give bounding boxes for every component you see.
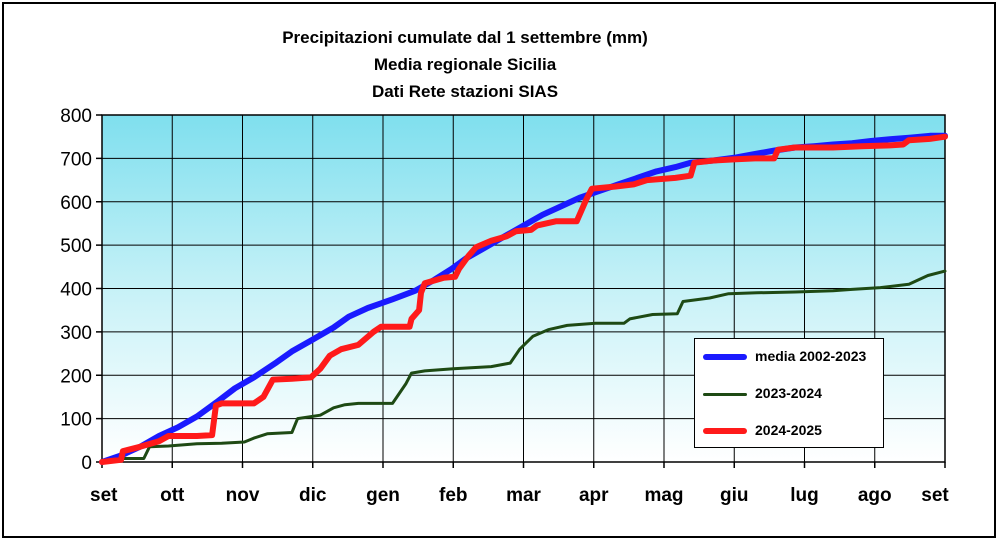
legend-label-2023-2024: 2023-2024 — [755, 385, 822, 401]
legend-item-2023-2024: 2023-2024 — [703, 384, 883, 404]
legend-swatch-2024-2025 — [703, 428, 747, 434]
y-tick-label: 500 — [60, 236, 92, 257]
x-tick-label: giu — [720, 485, 749, 506]
x-tick-label: lug — [790, 485, 819, 506]
chart-title: Precipitazioni cumulate dal 1 settembre … — [282, 28, 648, 47]
legend-swatch-media — [703, 354, 747, 360]
y-tick-label: 700 — [60, 149, 92, 170]
y-tick-label: 400 — [60, 280, 92, 301]
x-tick-label: gen — [366, 485, 400, 506]
series-line-2024-2025 — [99, 133, 948, 465]
x-tick-label: apr — [579, 485, 609, 506]
y-tick-label: 100 — [60, 410, 92, 431]
x-axis: set ott nov dic gen feb mar apr mag giu lug ago set — [90, 462, 949, 506]
x-tick-label: ott — [160, 485, 185, 506]
x-tick-label: dic — [299, 485, 327, 506]
legend-label-2024-2025: 2024-2025 — [755, 422, 822, 438]
x-tick-label: set — [90, 485, 118, 506]
x-tick-label: ago — [858, 485, 892, 506]
y-tick-label: 0 — [81, 453, 92, 474]
y-tick-label: 300 — [60, 323, 92, 344]
chart-subtitle: Media regionale Sicilia — [373, 55, 557, 74]
x-tick-label: nov — [226, 485, 260, 506]
legend-item-media: media 2002-2023 — [703, 347, 883, 367]
series-lines — [99, 132, 948, 465]
legend-swatch-2023-2024 — [703, 392, 747, 396]
legend-item-2024-2025: 2024-2025 — [703, 421, 883, 441]
x-tick-label: set — [921, 485, 949, 506]
x-tick-label: mar — [506, 485, 541, 506]
x-tick-label: mag — [644, 485, 683, 506]
legend-label-media: media 2002-2023 — [755, 348, 867, 364]
y-tick-label: 600 — [60, 193, 92, 214]
y-tick-label: 200 — [60, 366, 92, 387]
series-line-2023-2024 — [100, 269, 947, 464]
y-tick-label: 800 — [60, 106, 92, 127]
y-axis: 0 100 200 300 400 500 600 700 800 — [60, 106, 102, 474]
x-tick-label: feb — [439, 485, 468, 506]
chart-subtitle-2: Dati Rete stazioni SIAS — [371, 82, 559, 101]
legend: media 2002-2023 2023-2024 2024-2025 — [694, 338, 884, 448]
